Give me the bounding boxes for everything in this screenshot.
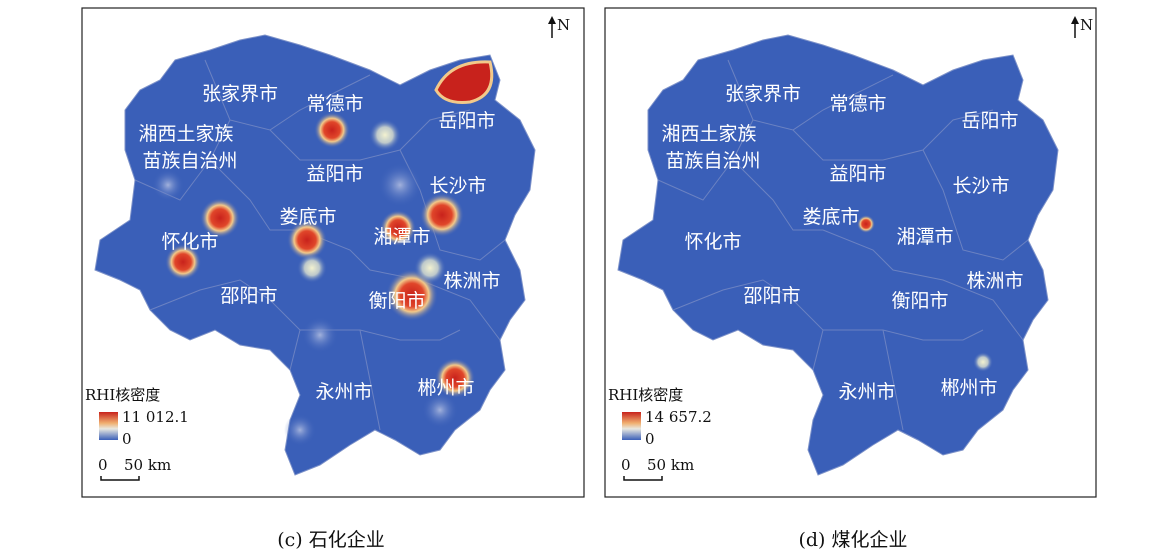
hotspot <box>314 112 350 148</box>
city-label: 娄底市 <box>802 206 859 228</box>
hotspot <box>369 119 401 151</box>
city-border <box>204 59 371 131</box>
scale-bar <box>623 476 663 481</box>
city-label: 常德市 <box>306 93 363 115</box>
panel-caption: (d) 煤化企业 <box>798 529 907 551</box>
hotspot <box>380 210 416 246</box>
hotspot <box>422 392 458 428</box>
city-label: 株洲市 <box>966 270 1023 292</box>
hotspot <box>284 414 316 446</box>
city-label: 衡阳市 <box>368 290 425 312</box>
city-label: 常德市 <box>829 93 886 115</box>
hotspot <box>200 198 240 238</box>
city-label: 湘西土家族 <box>138 123 233 145</box>
city-label: 郴州市 <box>940 377 997 399</box>
city-border <box>672 279 824 371</box>
city-label: 娄底市 <box>279 206 336 228</box>
north-label: N <box>557 16 570 34</box>
city-border <box>922 149 1029 261</box>
city-border <box>792 109 994 161</box>
city-border <box>822 229 1024 341</box>
hotspot <box>152 169 184 201</box>
legend-min: 0 <box>645 430 655 448</box>
legend-ramp <box>99 412 118 440</box>
city-border <box>732 119 823 231</box>
legend-min: 0 <box>122 430 132 448</box>
city-border <box>149 279 301 371</box>
city-label: 长沙市 <box>429 175 486 197</box>
legend-title: RHI核密度 <box>608 386 683 404</box>
hotspot <box>420 193 464 237</box>
scale-zero: 0 <box>621 456 631 474</box>
hotspot <box>973 352 993 372</box>
city-border <box>299 229 501 341</box>
north-label: N <box>1080 16 1093 34</box>
panel-caption: (c) 石化企业 <box>277 529 385 551</box>
city-label: 湘潭市 <box>896 226 953 248</box>
city-label: 永州市 <box>315 381 372 403</box>
city-label: 张家界市 <box>202 83 278 105</box>
hotspot <box>297 253 327 283</box>
city-border <box>657 159 734 201</box>
legend-max: 11 012.1 <box>122 408 189 426</box>
city-label: 邵阳市 <box>220 285 277 307</box>
city-label: 苗族自治州 <box>665 150 760 172</box>
hotspot <box>414 252 446 284</box>
hotspot <box>435 358 475 398</box>
city-label: 湘西土家族 <box>661 123 756 145</box>
scale-zero: 0 <box>98 456 108 474</box>
city-label: 邵阳市 <box>743 285 800 307</box>
city-label: 益阳市 <box>829 163 886 185</box>
city-border <box>300 329 461 341</box>
city-label: 怀化市 <box>684 231 741 253</box>
hotspot <box>287 220 327 260</box>
scale-label: 50 km <box>647 456 694 474</box>
city-label: 长沙市 <box>952 175 1009 197</box>
city-label: 湘潭市 <box>373 226 430 248</box>
city-label: 郴州市 <box>417 377 474 399</box>
city-border <box>359 329 381 431</box>
hotspot <box>434 60 494 104</box>
city-label: 永州市 <box>838 381 895 403</box>
legend-ramp <box>622 412 641 440</box>
city-label: 益阳市 <box>306 163 363 185</box>
legend-title: RHI核密度 <box>85 386 160 404</box>
city-border <box>823 329 984 341</box>
legend-max: 14 657.2 <box>645 408 712 426</box>
province-shape <box>617 34 1059 476</box>
hotspot <box>857 215 875 233</box>
hotspot <box>378 163 422 207</box>
city-label: 株洲市 <box>443 270 500 292</box>
city-border <box>882 329 904 431</box>
city-border <box>727 59 894 131</box>
north-arrow-head <box>1071 16 1079 24</box>
city-label: 岳阳市 <box>438 110 495 132</box>
scale-bar <box>100 476 140 481</box>
city-border <box>269 109 471 161</box>
city-label: 张家界市 <box>725 83 801 105</box>
city-label: 岳阳市 <box>961 110 1018 132</box>
city-border <box>134 159 211 201</box>
city-label: 怀化市 <box>161 231 218 253</box>
city-label: 衡阳市 <box>891 290 948 312</box>
hotspot <box>302 317 338 353</box>
city-label: 苗族自治州 <box>142 150 237 172</box>
city-border <box>209 119 300 231</box>
scale-label: 50 km <box>124 456 171 474</box>
north-arrow-head <box>548 16 556 24</box>
hotspot <box>165 244 201 280</box>
